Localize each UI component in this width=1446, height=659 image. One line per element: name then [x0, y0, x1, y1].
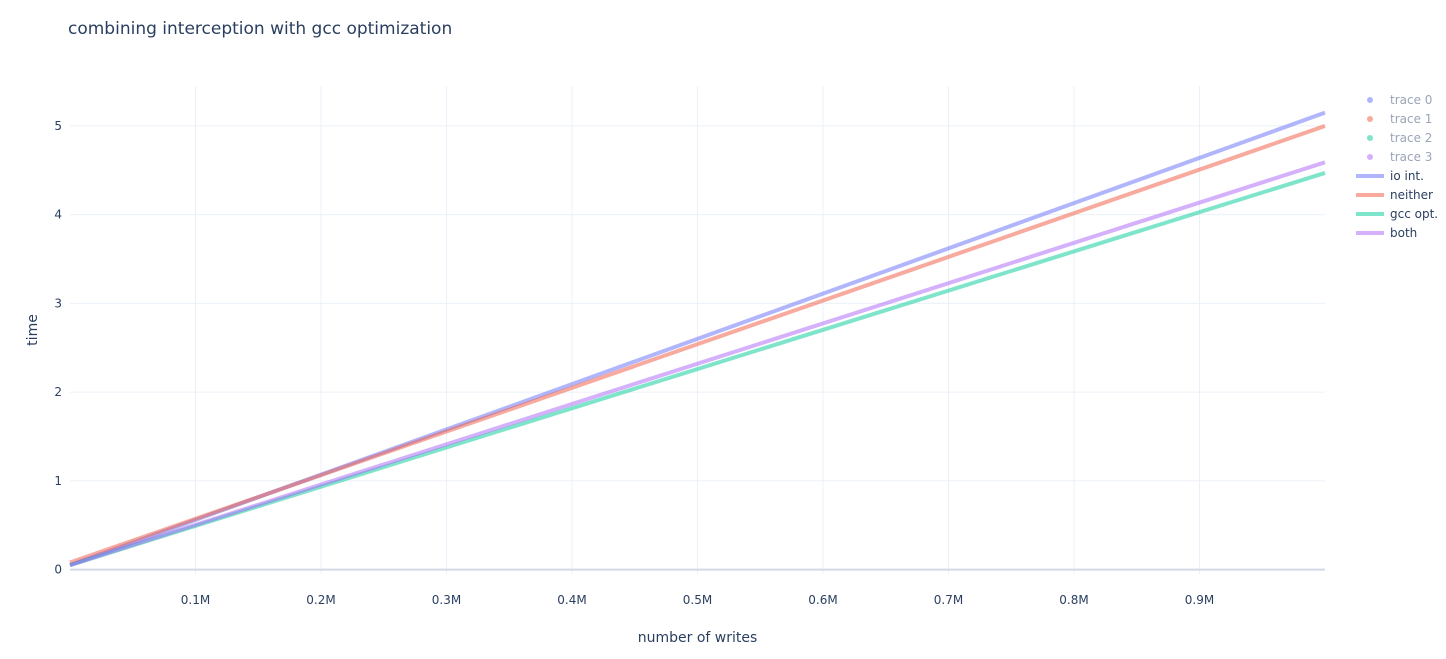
- legend-item[interactable]: trace 1: [1367, 112, 1432, 126]
- series-line-7: [69, 160, 1326, 568]
- x-tick-label: 0.6M: [808, 593, 837, 607]
- y-tick-label: 2: [54, 385, 62, 399]
- series-line-5: [69, 124, 1326, 565]
- x-tick-label: 0.5M: [683, 593, 712, 607]
- legend-marker: [1367, 154, 1373, 160]
- legend[interactable]: trace 0 trace 1 trace 2 trace 3 io int. neith…: [1356, 93, 1438, 240]
- legend-item[interactable]: neither: [1356, 188, 1433, 202]
- x-tick-label: 0.4M: [557, 593, 586, 607]
- legend-item[interactable]: trace 3: [1367, 150, 1432, 164]
- grid: [70, 86, 1325, 574]
- legend-label: trace 2: [1390, 131, 1432, 145]
- y-tick-label: 0: [54, 563, 62, 577]
- legend-item[interactable]: both: [1356, 226, 1417, 240]
- axes: 0.1M 0.2M 0.3M 0.4M 0.5M 0.6M 0.7M 0.8M 0.9M 0 1 2 3…: [54, 119, 1214, 607]
- legend-marker: [1367, 116, 1373, 122]
- legend-marker: [1367, 135, 1373, 141]
- y-tick-label: 3: [54, 296, 62, 310]
- x-axis-title: number of writes: [638, 630, 758, 646]
- x-tick-label: 0.9M: [1185, 593, 1214, 607]
- y-tick-label: 5: [54, 119, 62, 133]
- legend-marker: [1367, 97, 1373, 103]
- y-axis-title: time: [25, 314, 41, 346]
- series-lines: [69, 110, 1326, 568]
- x-tick-label: 0.1M: [181, 593, 210, 607]
- legend-item[interactable]: gcc opt.: [1356, 207, 1438, 221]
- x-tick-label: 0.3M: [432, 593, 461, 607]
- x-tick-label: 0.2M: [306, 593, 335, 607]
- legend-item[interactable]: trace 0: [1367, 93, 1432, 107]
- legend-label: trace 1: [1390, 112, 1432, 126]
- y-tick-label: 4: [54, 208, 62, 222]
- legend-item[interactable]: trace 2: [1367, 131, 1432, 145]
- y-tick-label: 1: [54, 474, 62, 488]
- chart-title: combining interception with gcc optimiza…: [68, 19, 453, 39]
- x-tick-label: 0.8M: [1059, 593, 1088, 607]
- legend-item[interactable]: io int.: [1356, 169, 1424, 183]
- legend-label: trace 3: [1390, 150, 1432, 164]
- legend-label: both: [1390, 226, 1417, 240]
- legend-label: trace 0: [1390, 93, 1432, 107]
- legend-label: gcc opt.: [1390, 207, 1438, 221]
- x-tick-label: 0.7M: [934, 593, 963, 607]
- legend-label: io int.: [1390, 169, 1424, 183]
- legend-label: neither: [1390, 188, 1433, 202]
